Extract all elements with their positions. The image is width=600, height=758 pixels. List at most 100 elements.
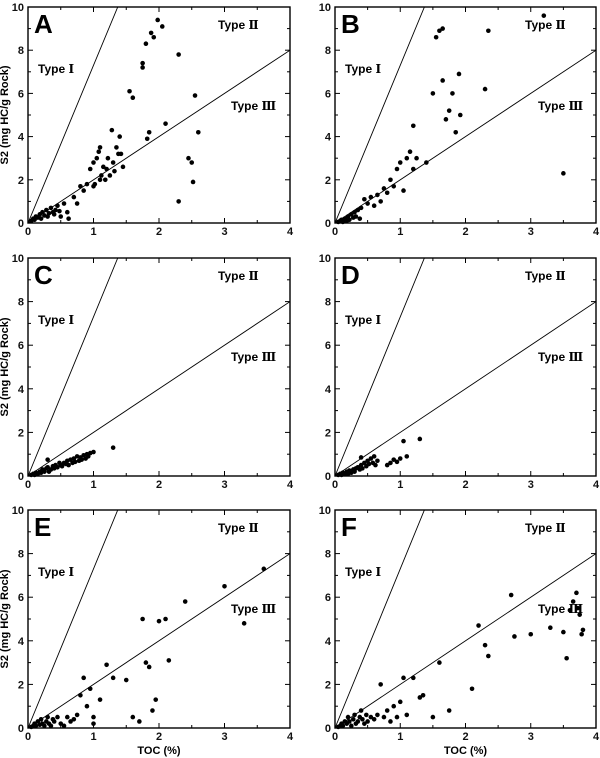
- y-tick-label: 8: [18, 297, 24, 309]
- data-point: [94, 155, 100, 161]
- data-point: [130, 714, 136, 720]
- data-point: [153, 697, 159, 702]
- data-point: [362, 196, 367, 202]
- data-point: [46, 210, 52, 216]
- data-point: [97, 177, 103, 183]
- y-tick-label: 0: [18, 723, 24, 735]
- data-point: [561, 629, 566, 635]
- data-point: [430, 91, 436, 96]
- data-point: [42, 723, 47, 729]
- data-point: [407, 149, 413, 155]
- type-label: Type Ⅱ: [525, 521, 566, 535]
- type-boundary-line: [28, 258, 119, 476]
- data-point: [349, 723, 354, 729]
- y-tick-label: 10: [12, 253, 24, 265]
- data-point: [118, 151, 124, 157]
- x-tick-label: 3: [221, 479, 227, 491]
- data-point: [371, 454, 377, 459]
- data-point: [469, 686, 475, 692]
- data-point: [143, 41, 149, 47]
- y-tick-label: 8: [325, 45, 331, 57]
- data-point: [241, 621, 247, 626]
- y-tick-label: 8: [18, 549, 24, 561]
- data-point: [72, 459, 78, 465]
- x-tick-label: 0: [25, 226, 31, 238]
- y-tick-label: 8: [325, 549, 331, 561]
- x-tick-label: 1: [90, 731, 96, 743]
- x-tick-label: 4: [287, 226, 294, 238]
- y-tick-label: 2: [325, 175, 331, 187]
- data-point: [196, 129, 201, 135]
- x-tick-label: 4: [593, 731, 600, 743]
- data-point: [74, 712, 80, 718]
- type-boundary-line: [335, 553, 596, 728]
- x-tick-label: 1: [90, 479, 96, 491]
- data-point: [189, 160, 195, 165]
- data-point: [381, 714, 387, 720]
- type-label: Type Ⅲ: [231, 99, 276, 113]
- data-point: [355, 207, 361, 213]
- data-point: [51, 212, 57, 217]
- data-point: [446, 108, 452, 113]
- data-point: [371, 716, 377, 722]
- data-point: [362, 721, 367, 726]
- data-point: [146, 664, 152, 670]
- data-point: [81, 675, 86, 681]
- data-point: [74, 201, 80, 206]
- data-point: [190, 179, 196, 185]
- type-label: Type Ⅲ: [538, 99, 583, 113]
- data-point: [450, 91, 455, 96]
- y-tick-label: 2: [18, 679, 24, 691]
- type-label: Type Ⅱ: [218, 18, 259, 32]
- data-point: [45, 464, 50, 470]
- plot-frame: [27, 257, 291, 477]
- y-tick-label: 4: [325, 636, 332, 648]
- data-point: [51, 719, 57, 724]
- x-tick-label: 4: [593, 226, 600, 238]
- type-boundary-line: [335, 49, 596, 223]
- data-point: [577, 612, 582, 617]
- data-point: [91, 449, 96, 455]
- data-point: [457, 112, 463, 118]
- y-tick-label: 6: [325, 88, 331, 100]
- type-label: Type Ⅱ: [218, 269, 259, 283]
- data-point: [446, 708, 452, 713]
- data-point: [580, 627, 586, 633]
- data-point: [401, 675, 406, 681]
- data-point: [350, 716, 356, 722]
- data-point: [91, 160, 96, 165]
- type-boundary-line: [28, 7, 119, 223]
- type-label: Type Ⅱ: [218, 521, 259, 535]
- y-tick-label: 6: [325, 340, 331, 352]
- x-tick-label: 1: [397, 731, 403, 743]
- data-point: [420, 693, 426, 698]
- y-tick-label: 0: [325, 218, 331, 230]
- panel-f: 0 1 2 3 4 0 2 4 6 8 10 F Type Ⅰ Type Ⅱ Type Ⅲ TOC (%): [319, 505, 600, 757]
- x-tick-label: 0: [25, 731, 31, 743]
- type-label: Type Ⅱ: [525, 269, 566, 283]
- data-point: [137, 719, 142, 724]
- y-tick-label: 10: [319, 2, 331, 14]
- plot-frame: [334, 509, 597, 729]
- x-axis-title: TOC (%): [444, 745, 488, 757]
- data-point: [404, 155, 410, 161]
- data-point: [109, 127, 115, 133]
- data-point: [353, 214, 359, 219]
- data-point: [512, 634, 517, 639]
- data-point: [579, 631, 584, 637]
- data-point: [443, 117, 449, 122]
- data-point: [45, 714, 50, 720]
- y-axis-title: S2 (mg HC/g Rock): [0, 569, 11, 668]
- data-point: [84, 703, 90, 709]
- plot-frame: [334, 257, 597, 477]
- data-point: [456, 71, 462, 77]
- data-point: [378, 682, 383, 687]
- type-boundary-line: [28, 301, 290, 476]
- data-point: [373, 462, 378, 468]
- data-point: [378, 199, 383, 204]
- data-point: [97, 697, 103, 702]
- data-point: [453, 129, 459, 135]
- data-point: [91, 714, 96, 720]
- panel-e: 0 1 2 3 4 0 2 4 6 8 10 E Type Ⅰ Type Ⅱ Type Ⅲ S2 (mg HC…: [0, 505, 294, 757]
- data-point: [411, 166, 416, 172]
